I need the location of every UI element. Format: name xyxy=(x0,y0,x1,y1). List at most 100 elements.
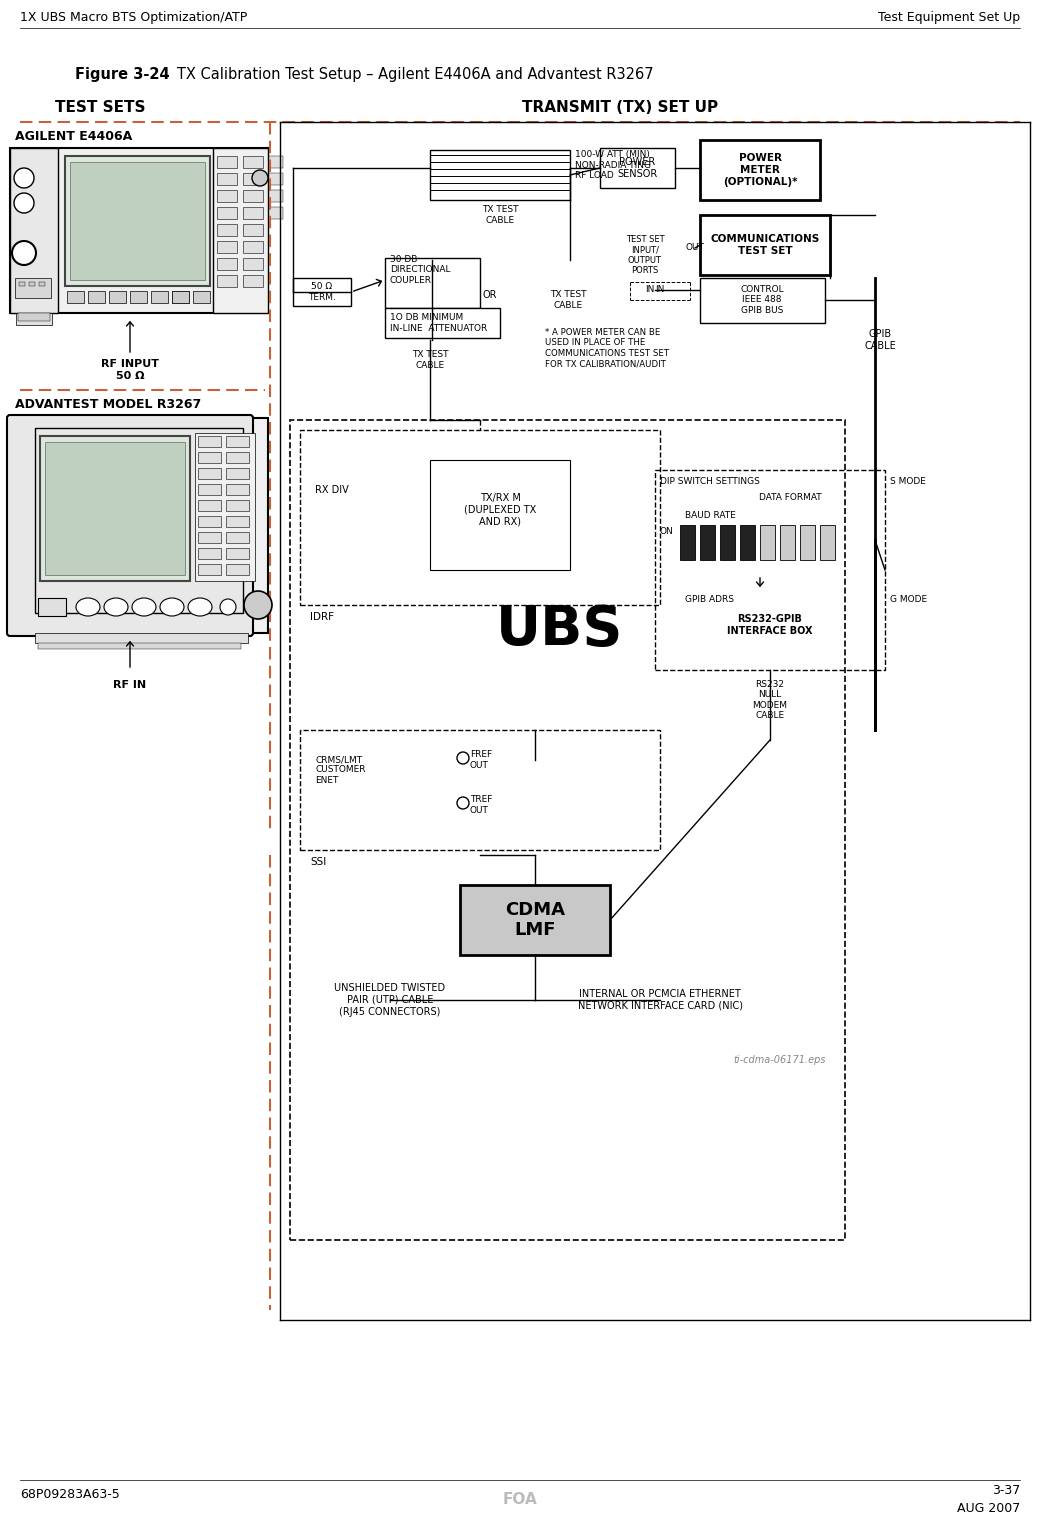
Text: TX TEST
CABLE: TX TEST CABLE xyxy=(412,350,448,370)
Text: BAUD RATE: BAUD RATE xyxy=(685,510,735,519)
Text: UBS: UBS xyxy=(496,603,624,657)
Text: TEST SETS: TEST SETS xyxy=(55,101,146,116)
Text: GPIB
CABLE: GPIB CABLE xyxy=(864,330,895,351)
Bar xyxy=(290,420,844,1240)
Bar xyxy=(700,525,716,560)
Bar xyxy=(243,173,263,185)
Text: INTERNAL OR PCMCIA ETHERNET
NETWORK INTERFACE CARD (NIC): INTERNAL OR PCMCIA ETHERNET NETWORK INTE… xyxy=(577,989,743,1011)
Text: UNSHIELDED TWISTED
PAIR (UTP) CABLE
(RJ45 CONNECTORS): UNSHIELDED TWISTED PAIR (UTP) CABLE (RJ4… xyxy=(335,983,445,1017)
Bar xyxy=(198,531,222,544)
Bar xyxy=(700,278,825,324)
Circle shape xyxy=(252,169,268,186)
Bar xyxy=(196,434,255,580)
Bar xyxy=(269,208,283,218)
Bar xyxy=(460,886,610,954)
Text: Test Equipment Set Up: Test Equipment Set Up xyxy=(878,12,1020,24)
Bar xyxy=(28,418,268,634)
Bar xyxy=(700,140,820,200)
Circle shape xyxy=(248,599,264,615)
Bar xyxy=(198,563,222,576)
Text: TX TEST
CABLE: TX TEST CABLE xyxy=(482,205,518,224)
Text: RS232-GPIB
INTERFACE BOX: RS232-GPIB INTERFACE BOX xyxy=(727,614,812,635)
Bar xyxy=(269,189,283,202)
Text: 30 DB
DIRECTIONAL
COUPLER: 30 DB DIRECTIONAL COUPLER xyxy=(390,255,450,286)
Text: POWER
METER
(OPTIONAL)*: POWER METER (OPTIONAL)* xyxy=(723,153,798,186)
Bar xyxy=(243,224,263,237)
Bar xyxy=(217,156,237,168)
Ellipse shape xyxy=(76,599,100,615)
Bar xyxy=(600,148,675,188)
Bar xyxy=(243,241,263,253)
Text: RX DIV: RX DIV xyxy=(315,486,348,495)
Circle shape xyxy=(14,192,34,212)
Ellipse shape xyxy=(160,599,184,615)
Text: CRMS/LMT
CUSTOMER
ENET: CRMS/LMT CUSTOMER ENET xyxy=(315,754,365,785)
Text: * A POWER METER CAN BE
USED IN PLACE OF THE
COMMUNICATIONS TEST SET
FOR TX CALIB: * A POWER METER CAN BE USED IN PLACE OF … xyxy=(545,328,669,368)
Bar xyxy=(130,292,147,302)
Bar xyxy=(198,437,222,447)
Text: SSI: SSI xyxy=(310,857,327,867)
Bar xyxy=(35,634,248,643)
Bar xyxy=(780,525,795,560)
FancyBboxPatch shape xyxy=(7,415,253,637)
Text: 1X UBS Macro BTS Optimization/ATP: 1X UBS Macro BTS Optimization/ATP xyxy=(20,12,248,24)
Bar xyxy=(64,156,210,286)
Text: FOA: FOA xyxy=(502,1492,538,1507)
Ellipse shape xyxy=(104,599,128,615)
Circle shape xyxy=(12,241,36,266)
Bar xyxy=(226,516,249,527)
Bar xyxy=(226,499,249,512)
Bar xyxy=(217,224,237,237)
Text: G MODE: G MODE xyxy=(890,596,927,605)
Bar xyxy=(293,278,352,305)
Circle shape xyxy=(14,168,34,188)
Text: TREF
OUT: TREF OUT xyxy=(470,796,492,815)
Circle shape xyxy=(457,797,469,809)
Bar xyxy=(40,282,45,286)
Circle shape xyxy=(457,751,469,764)
Text: AGILENT E4406A: AGILENT E4406A xyxy=(15,130,132,144)
Bar xyxy=(198,548,222,559)
Text: AUG 2007: AUG 2007 xyxy=(957,1501,1020,1515)
Bar xyxy=(217,173,237,185)
Text: 1O DB MINIMUM
IN-LINE  ATTENUATOR: 1O DB MINIMUM IN-LINE ATTENUATOR xyxy=(390,313,488,333)
Bar xyxy=(172,292,189,302)
Text: ON: ON xyxy=(660,527,674,536)
Bar xyxy=(217,208,237,218)
Bar xyxy=(38,643,241,649)
Bar xyxy=(217,241,237,253)
Text: DATA FORMAT: DATA FORMAT xyxy=(759,493,822,502)
Text: ADVANTEST MODEL R3267: ADVANTEST MODEL R3267 xyxy=(15,399,202,411)
Bar xyxy=(193,292,210,302)
Bar xyxy=(198,452,222,463)
Bar xyxy=(88,292,105,302)
Bar xyxy=(430,150,570,200)
Bar xyxy=(226,484,249,495)
Bar xyxy=(740,525,755,560)
Text: RS232
NULL
MODEM
CABLE: RS232 NULL MODEM CABLE xyxy=(753,680,787,721)
Bar xyxy=(172,292,189,302)
Text: FREF
OUT: FREF OUT xyxy=(470,750,492,770)
Bar xyxy=(217,275,237,287)
Text: S MODE: S MODE xyxy=(890,478,926,487)
Text: 3-37: 3-37 xyxy=(992,1484,1020,1496)
Bar xyxy=(19,282,25,286)
Bar xyxy=(40,437,190,580)
Text: TRANSMIT (TX) SET UP: TRANSMIT (TX) SET UP xyxy=(522,101,718,116)
Bar xyxy=(10,148,268,313)
Text: POWER
SENSOR: POWER SENSOR xyxy=(618,157,657,179)
Bar xyxy=(800,525,815,560)
Bar xyxy=(269,156,283,168)
Bar xyxy=(226,437,249,447)
Ellipse shape xyxy=(132,599,156,615)
Bar xyxy=(720,525,735,560)
Bar xyxy=(10,148,58,313)
Text: IN: IN xyxy=(655,286,665,295)
Text: DIP SWITCH SETTINGS: DIP SWITCH SETTINGS xyxy=(660,478,760,487)
Bar xyxy=(680,525,695,560)
Text: OUT: OUT xyxy=(685,243,704,252)
Bar xyxy=(700,215,830,275)
Bar xyxy=(243,189,263,202)
Text: RF IN: RF IN xyxy=(113,680,147,690)
Bar xyxy=(269,173,283,185)
